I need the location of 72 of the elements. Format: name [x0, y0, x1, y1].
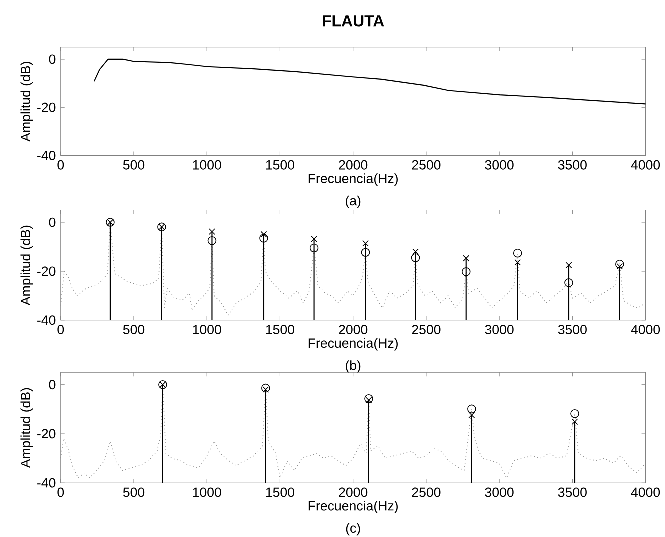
- x-tick-label: 500: [123, 160, 145, 170]
- point: [361, 248, 370, 258]
- x-tick-label: 4000: [631, 488, 660, 498]
- y-tick-label: 0: [49, 218, 56, 228]
- point: [564, 278, 574, 288]
- text: (a): [346, 196, 361, 208]
- point: [566, 262, 572, 269]
- x-tick-label: 1000: [193, 160, 222, 170]
- y-tick-label: -20: [38, 429, 56, 439]
- point: [208, 236, 217, 246]
- x-tick-label: 1500: [266, 488, 294, 498]
- y-tick-label: -20: [38, 266, 56, 276]
- line-series: [94, 58, 646, 105]
- point: [462, 268, 471, 276]
- x-tick-label: 2000: [339, 325, 368, 334]
- point: [362, 240, 369, 247]
- x-tick-label: 1000: [193, 325, 222, 334]
- x-tick-label: 3500: [558, 160, 587, 170]
- y-tick-label: 0: [49, 54, 56, 64]
- point: [463, 255, 470, 262]
- text: (c): [346, 523, 360, 536]
- y-axis-title: Amplitud (dB): [20, 62, 34, 142]
- x-tick-label: 0: [58, 160, 64, 170]
- point: [514, 259, 522, 266]
- point: [261, 384, 270, 393]
- x-tick-label: 500: [123, 325, 145, 334]
- x-tick-label: 0: [58, 325, 64, 334]
- y-tick-label: -40: [38, 478, 56, 488]
- chart-title: FLAUTA: [323, 16, 384, 27]
- y-tick-label: -40: [38, 316, 56, 326]
- x-tick-label: 4000: [631, 160, 660, 170]
- x-tick-label: 2500: [412, 488, 441, 498]
- x-axis-title: Frecuencia(Hz): [308, 174, 398, 186]
- x-tick-label: 500: [123, 488, 145, 498]
- x-tick-label: 0: [58, 488, 64, 498]
- x-tick-label: 3500: [558, 325, 587, 334]
- y-tick-label: 0: [49, 380, 56, 390]
- x-tick-label: 2500: [412, 325, 441, 334]
- x-tick-label: 1000: [193, 488, 222, 498]
- x-axis-title: Frecuencia(Hz): [308, 501, 398, 514]
- y-tick-label: -20: [38, 102, 56, 112]
- x-tick-label: 1500: [266, 325, 294, 334]
- point: [311, 236, 318, 242]
- x-tick-label: 3000: [485, 160, 514, 170]
- x-tick-label: 3000: [485, 488, 514, 498]
- y-tick-label: -40: [38, 151, 56, 160]
- x-tick-label: 4000: [631, 325, 660, 334]
- x-tick-label: 2000: [339, 488, 368, 498]
- point: [310, 244, 319, 253]
- point: [570, 409, 580, 418]
- x-tick-label: 3000: [485, 325, 514, 334]
- x-tick-label: 2000: [339, 160, 368, 170]
- point: [364, 394, 374, 404]
- point: [513, 248, 522, 258]
- point: [411, 254, 420, 262]
- annotation: (b): [346, 360, 361, 373]
- point: [616, 263, 624, 270]
- point: [260, 234, 268, 243]
- x-tick-label: 3500: [558, 488, 587, 498]
- x-tick-label: 1500: [266, 160, 294, 170]
- point: [468, 404, 476, 414]
- y-axis-title: Amplitud (dB): [20, 226, 34, 306]
- point: [572, 418, 578, 426]
- x-axis-title: Frecuencia(Hz): [308, 338, 398, 351]
- x-tick-label: 2500: [412, 160, 441, 170]
- point: [412, 248, 419, 256]
- point: [209, 228, 216, 236]
- point: [468, 412, 476, 419]
- point: [616, 260, 624, 269]
- y-axis-title: Amplitud (dB): [20, 388, 34, 468]
- point: [262, 386, 270, 393]
- point: [366, 397, 372, 404]
